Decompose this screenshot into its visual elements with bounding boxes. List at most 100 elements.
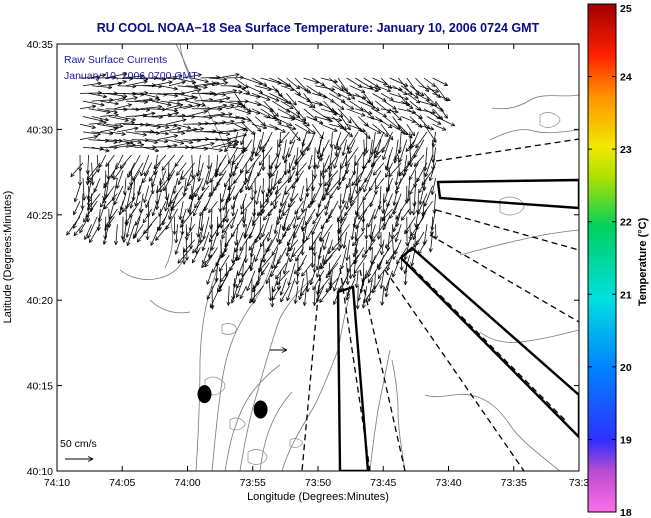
current-vector — [221, 185, 227, 203]
current-vector — [114, 77, 133, 80]
current-vector-head — [328, 118, 333, 123]
current-vector-head — [436, 120, 442, 125]
current-vector — [148, 77, 166, 80]
current-vector-head — [315, 212, 320, 217]
current-vector-head — [295, 257, 300, 262]
current-vector — [73, 201, 81, 215]
current-vector — [189, 216, 193, 232]
current-vector — [100, 128, 118, 133]
current-vector-head — [199, 127, 204, 132]
current-vector-head — [194, 203, 199, 209]
current-vector — [415, 93, 430, 102]
current-vector — [432, 139, 434, 163]
current-vector-head — [339, 125, 345, 130]
current-vector-head — [280, 297, 285, 303]
current-vector — [294, 285, 299, 304]
current-vector — [424, 147, 428, 171]
current-vector — [337, 93, 351, 101]
current-vector-head — [282, 211, 287, 217]
current-vector-head — [348, 274, 353, 279]
current-vector-head — [361, 112, 366, 117]
current-vector-head — [409, 247, 414, 253]
current-vector — [126, 216, 132, 238]
current-vector — [97, 108, 118, 113]
current-vector — [415, 208, 419, 228]
y-tick-label: 40:20 — [27, 295, 53, 307]
current-vector — [363, 139, 365, 156]
current-vector — [97, 139, 118, 143]
current-vector — [151, 178, 154, 195]
current-vector-head — [184, 256, 189, 261]
current-vector — [415, 131, 428, 149]
current-vector — [235, 224, 239, 246]
current-vector — [174, 105, 193, 110]
current-vector — [346, 123, 366, 132]
current-vector-head — [193, 211, 197, 217]
current-vector — [277, 108, 296, 119]
current-vector-head — [201, 246, 206, 251]
current-vector-head — [252, 221, 256, 227]
current-vector — [319, 224, 325, 241]
current-vector — [199, 224, 204, 243]
current-vector — [283, 254, 290, 275]
current-vector — [386, 154, 390, 171]
current-vector-head — [249, 157, 254, 162]
current-vector — [239, 285, 247, 299]
current-vector — [372, 77, 388, 85]
current-vector-head — [443, 114, 448, 119]
current-vector — [385, 278, 390, 298]
current-vector-head — [132, 84, 137, 89]
current-vector — [208, 224, 221, 243]
current-vector — [381, 208, 393, 222]
current-vector — [108, 131, 126, 135]
current-vector — [395, 201, 408, 220]
current-vector-head — [246, 286, 251, 292]
current-vector-head — [113, 127, 118, 132]
current-vector-head — [324, 168, 329, 173]
current-vector-head — [294, 159, 299, 164]
current-vector — [82, 193, 84, 210]
current-vector-head — [362, 253, 367, 258]
current-vector — [303, 77, 319, 84]
current-vector — [254, 85, 272, 91]
current-vector-head — [404, 199, 409, 204]
current-vector — [395, 224, 402, 243]
current-vector — [228, 147, 239, 164]
current-vector — [306, 224, 316, 241]
current-vector — [389, 108, 402, 121]
station-marker — [197, 385, 212, 404]
current-vector — [286, 77, 301, 90]
current-vector-head — [248, 186, 253, 191]
current-vector — [375, 85, 391, 92]
current-vector-head — [136, 238, 141, 243]
current-vector — [340, 147, 350, 170]
current-vector-head — [378, 243, 384, 248]
current-vector — [82, 178, 85, 201]
current-vector — [412, 224, 419, 240]
current-vector-head — [157, 104, 162, 110]
current-vector-head — [186, 181, 192, 187]
current-vector — [246, 116, 262, 132]
current-vector-head — [373, 190, 379, 195]
annotation-line-2: January 10, 2006 0700 GMT — [64, 70, 198, 82]
current-vector-head — [114, 101, 119, 106]
current-vector-head — [363, 299, 368, 304]
current-vector — [320, 77, 338, 83]
current-vector — [117, 85, 137, 87]
current-vector-head — [206, 295, 211, 300]
current-vector-head — [237, 256, 242, 261]
current-vector — [269, 154, 279, 170]
current-vector — [211, 231, 218, 251]
current-vector — [423, 108, 441, 120]
current-vector-head — [142, 132, 147, 137]
current-vector — [324, 154, 339, 173]
current-vector — [211, 82, 228, 87]
current-vector — [216, 170, 227, 187]
current-vector-head — [139, 74, 144, 79]
current-vector-head — [338, 205, 343, 210]
current-vector — [372, 278, 382, 294]
current-vector — [282, 224, 290, 238]
current-vector — [280, 100, 294, 110]
current-vector-head — [235, 72, 240, 78]
current-vector-head — [271, 251, 276, 256]
